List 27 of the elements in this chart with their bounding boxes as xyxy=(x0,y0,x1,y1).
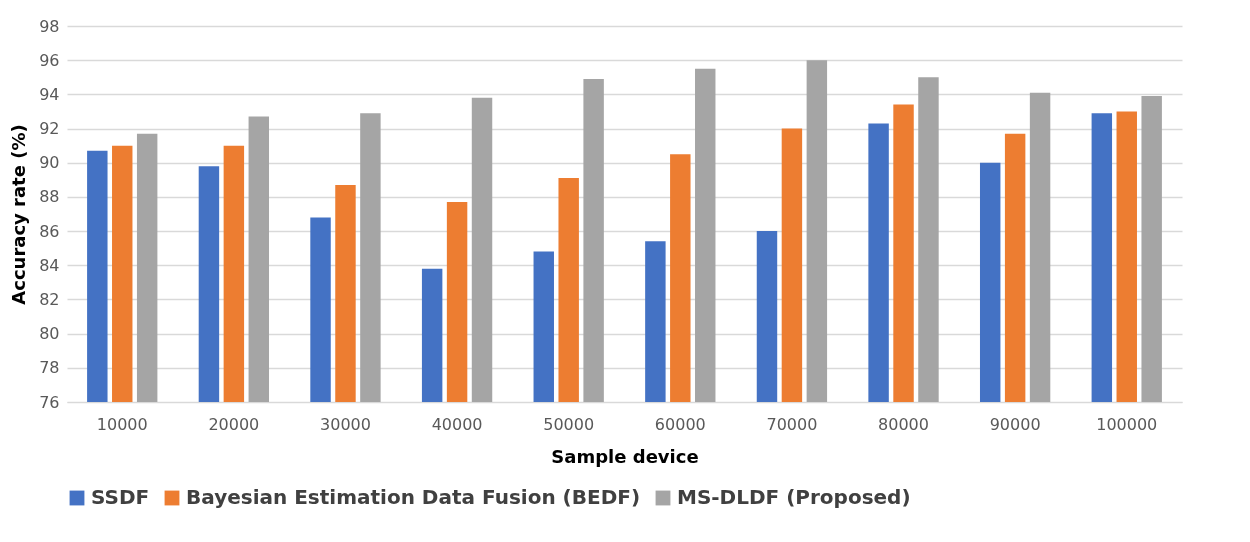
y-tick-label: 90 xyxy=(39,153,60,173)
y-tick-label: 88 xyxy=(39,187,60,207)
x-tick-label: 90000 xyxy=(989,414,1041,434)
legend-label: Bayesian Estimation Data Fusion (BEDF) xyxy=(186,485,641,509)
y-tick-label: 96 xyxy=(39,50,60,70)
x-tick-label: 70000 xyxy=(766,414,818,434)
y-tick-label: 78 xyxy=(39,358,60,378)
y-tick-label: 84 xyxy=(39,255,60,275)
y-tick-label: 82 xyxy=(39,289,60,309)
legend-label: MS-DLDF (Proposed) xyxy=(677,485,911,509)
y-tick-label: 76 xyxy=(39,392,60,412)
y-tick-label: 80 xyxy=(39,324,60,344)
x-tick-label: 30000 xyxy=(320,414,371,434)
x-tick-label: 20000 xyxy=(208,414,260,434)
x-tick-label: 80000 xyxy=(878,414,929,434)
x-tick-label: 40000 xyxy=(431,414,483,434)
y-tick-label: 86 xyxy=(39,221,60,241)
y-tick-label: 92 xyxy=(39,119,60,139)
x-tick-label: 50000 xyxy=(543,414,595,434)
y-tick-label: 98 xyxy=(39,16,60,36)
x-tick-label: 60000 xyxy=(654,414,706,434)
y-axis-title: Accuracy rate (%) xyxy=(8,124,30,305)
x-tick-label: 10000 xyxy=(96,414,148,434)
x-tick-label: 100000 xyxy=(1096,414,1158,434)
y-tick-label: 94 xyxy=(39,84,60,104)
x-axis-title: Sample device xyxy=(551,445,699,467)
legend-label: SSDF xyxy=(91,485,150,509)
